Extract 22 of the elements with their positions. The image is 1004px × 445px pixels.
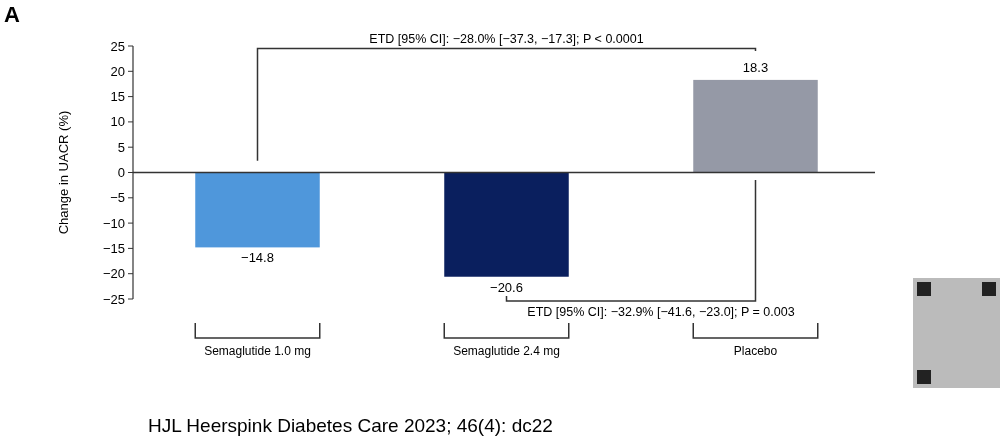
y-tick-label: 0	[117, 165, 125, 180]
data-label: −14.8	[241, 250, 274, 266]
x-tick-label: Semaglutide 2.4 mg	[453, 344, 560, 358]
y-tick-label: 25	[110, 38, 125, 54]
y-tick-label: −25	[102, 291, 125, 307]
data-label: −20.6	[490, 279, 523, 295]
text: HJL Heerspink Diabetes Care 2023; 46(4): dc22	[148, 415, 553, 436]
y-tick-label: 10	[110, 114, 125, 130]
text: A	[4, 2, 20, 27]
data-label: 18.3	[742, 59, 769, 75]
x-tick-label: Semaglutide 1.0 mg	[204, 344, 311, 358]
y-tick-label: 15	[110, 89, 125, 105]
y-tick-label: −15	[102, 240, 125, 256]
text: ETD [95% CI]: −28.0% [−37.3, −17.3]; P < 0.0001	[369, 31, 644, 46]
y-tick-label: 20	[110, 63, 125, 79]
text: ETD [95% CI]: −32.9% [−41.6, −23.0]; P = 0.003	[527, 305, 795, 319]
y-tick-label: −5	[110, 190, 125, 206]
y-tick-label: −20	[102, 266, 125, 282]
y-axis-title: Change in UACR (%)	[56, 110, 71, 235]
y-tick-label: 5	[117, 139, 125, 155]
x-tick-label: Placebo	[733, 344, 778, 358]
y-tick-label: −10	[102, 215, 125, 231]
